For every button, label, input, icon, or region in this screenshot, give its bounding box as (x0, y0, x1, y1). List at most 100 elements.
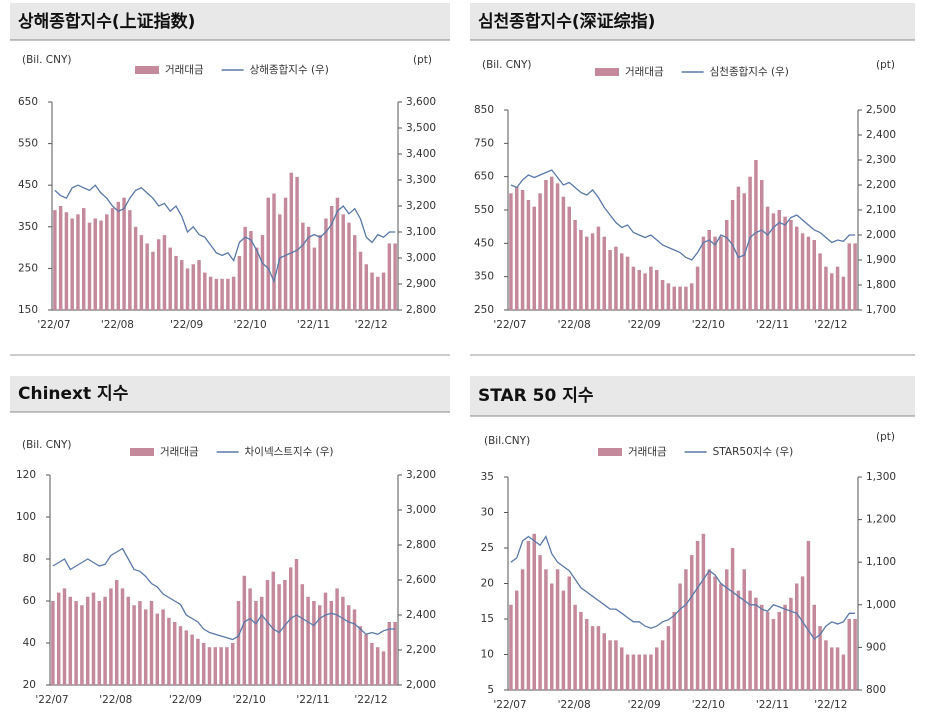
bar (352, 609, 357, 685)
bar (631, 266, 636, 310)
bar (128, 210, 132, 310)
bar (161, 609, 165, 685)
bar (515, 186, 519, 310)
y2-axis-label: (pt) (413, 54, 432, 66)
x-tick-label: '22/08 (558, 319, 591, 331)
bar (725, 569, 729, 690)
bar (643, 273, 647, 310)
bar (312, 601, 316, 685)
bar (81, 208, 86, 310)
bar (346, 605, 351, 685)
bar (243, 226, 247, 310)
x-tick-label: '22/10 (692, 699, 725, 711)
bar (707, 230, 711, 310)
y-axis-label: (Bil. CNY) (22, 439, 72, 451)
bar (220, 278, 224, 310)
bar (323, 592, 328, 685)
bar (596, 226, 601, 310)
bar (306, 226, 311, 310)
y2-tick-label: 3,100 (406, 226, 436, 238)
bar (156, 239, 161, 310)
bar (660, 640, 665, 690)
y-tick-label: 100 (16, 511, 36, 523)
bar (620, 253, 624, 310)
bar (719, 583, 723, 690)
bar (317, 605, 322, 685)
y-tick-label: 35 (481, 471, 494, 483)
y2-tick-label: 1,900 (866, 254, 896, 266)
bar (162, 235, 167, 310)
bar (573, 220, 577, 310)
index-line (54, 184, 396, 284)
y2-tick-label: 900 (866, 641, 886, 653)
bar (272, 193, 276, 310)
bar (184, 630, 189, 685)
x-tick-label: '22/10 (233, 319, 266, 331)
bar (283, 197, 288, 310)
bar (300, 584, 305, 685)
y-tick-label: 650 (18, 96, 38, 108)
bar (97, 601, 102, 685)
y-tick-label: 25 (481, 542, 494, 554)
bar (754, 160, 758, 310)
bar (806, 236, 811, 310)
bar (701, 533, 706, 690)
bar (306, 596, 310, 685)
bar (830, 273, 834, 310)
bar (295, 176, 299, 310)
bar (567, 206, 571, 310)
bar (771, 619, 776, 690)
bar (526, 200, 531, 310)
bar (713, 236, 717, 310)
y2-tick-label: 2,000 (866, 229, 896, 241)
bar (114, 580, 119, 685)
x-tick-label: '22/11 (756, 699, 789, 711)
bar (666, 283, 671, 310)
bar (532, 533, 536, 690)
y-tick-label: 15 (481, 613, 494, 625)
bar (329, 601, 334, 685)
y-tick-label: 350 (18, 221, 38, 233)
legend-swatch (130, 448, 154, 456)
bar (185, 268, 190, 310)
y-tick-label: 250 (474, 304, 494, 316)
y-tick-label: 10 (481, 649, 494, 661)
bar (561, 196, 566, 310)
y2-tick-label: 3,300 (406, 174, 436, 186)
y-tick-label: 5 (487, 684, 494, 696)
bar (520, 569, 525, 690)
bar (254, 601, 258, 685)
bar (358, 251, 363, 310)
y2-tick-label: 2,200 (406, 644, 436, 656)
bar (68, 596, 73, 685)
index-line (510, 535, 856, 640)
bar (341, 596, 345, 685)
bar (277, 584, 281, 685)
x-tick-label: '22/10 (692, 319, 725, 331)
bar (353, 235, 357, 310)
bar (835, 647, 840, 690)
bar (620, 647, 624, 690)
bar (191, 264, 196, 310)
bar (74, 601, 78, 685)
index-line (52, 547, 396, 641)
title-bar (10, 376, 450, 412)
bar (225, 647, 229, 685)
y-axis-label: (Bil. CNY) (22, 54, 72, 66)
bar (278, 214, 282, 310)
bar (748, 590, 752, 690)
bar (841, 654, 846, 690)
y2-tick-label: 3,200 (406, 200, 436, 212)
bar (370, 643, 374, 685)
bar (207, 647, 212, 685)
bar (109, 588, 113, 685)
x-tick-label: '22/07 (493, 319, 526, 331)
bar (637, 654, 641, 690)
bar (167, 617, 171, 685)
bar (690, 283, 694, 310)
bar (213, 647, 218, 685)
bar (579, 230, 583, 310)
bar (139, 235, 144, 310)
bar (649, 654, 653, 690)
bar (789, 220, 793, 310)
